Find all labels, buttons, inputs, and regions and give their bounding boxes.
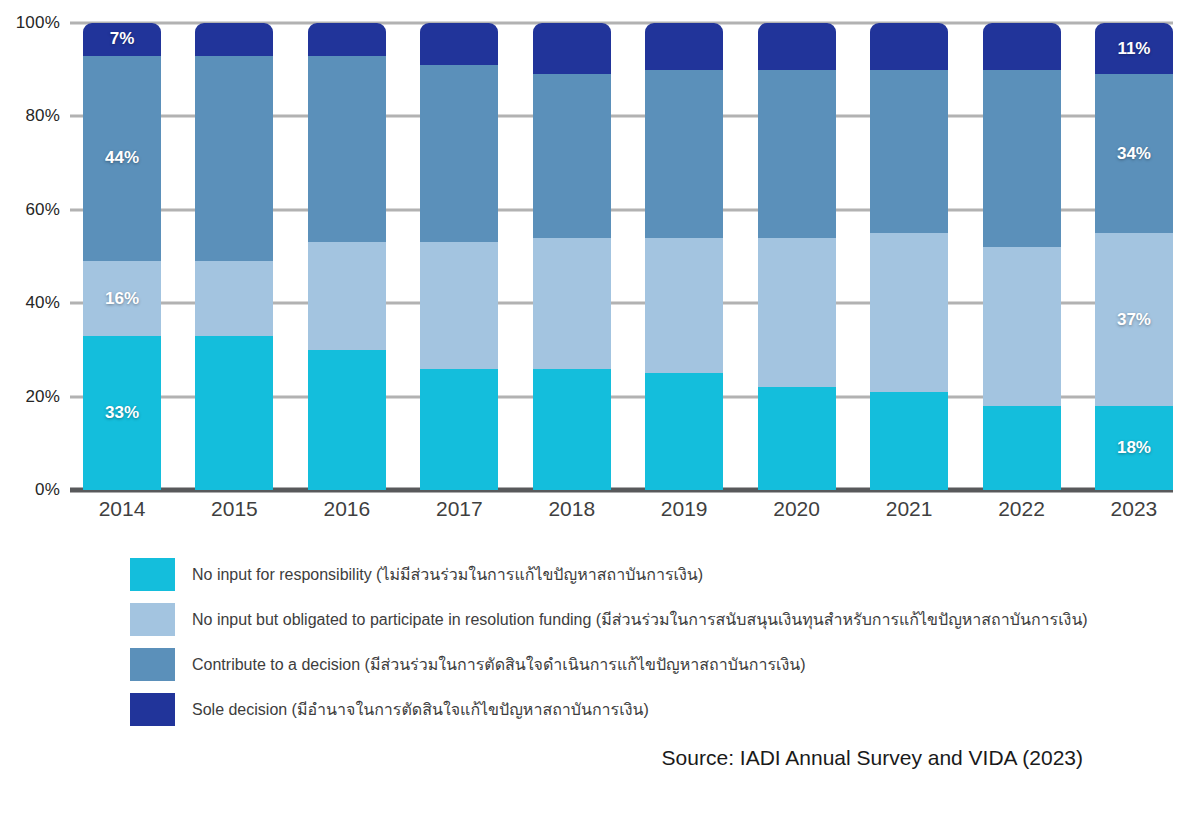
x-axis-label: 2023: [1095, 497, 1173, 521]
x-axis-label: 2021: [870, 497, 948, 521]
bar-segment: [195, 261, 273, 336]
plot-bars: 7% 44% 16% 33% 11% 34% 37% 18%: [70, 23, 1173, 490]
bar-segment: [533, 23, 611, 74]
segment-label: 7%: [110, 29, 135, 49]
bar-2014: 7% 44% 16% 33%: [83, 23, 161, 490]
x-axis-label: 2018: [533, 497, 611, 521]
bar-segment: [870, 392, 948, 490]
segment-label: 11%: [1117, 39, 1150, 59]
bar-2018: [533, 23, 611, 490]
y-axis-tick-label: 40%: [25, 293, 60, 313]
legend: No input for responsibility (ไม่มีส่วนร่…: [130, 557, 1088, 737]
bar-segment: [420, 23, 498, 65]
bar-segment: 44%: [83, 56, 161, 261]
segment-label: 18%: [1117, 438, 1151, 458]
legend-label: Sole decision (มีอำนาจในการตัดสินใจแก้ไข…: [192, 697, 649, 722]
legend-swatch: [130, 648, 175, 681]
bar-segment: [308, 350, 386, 490]
legend-label: No input but obligated to participate in…: [192, 607, 1088, 632]
bar-segment: [983, 406, 1061, 490]
bar-segment: 11%: [1095, 23, 1173, 74]
bar-segment: [983, 23, 1061, 70]
legend-swatch: [130, 693, 175, 726]
bar-segment: [758, 238, 836, 387]
bar-segment: [645, 23, 723, 70]
bar-segment: [420, 65, 498, 242]
segment-label: 37%: [1117, 310, 1151, 330]
bar-segment: [533, 74, 611, 237]
bar-segment: [983, 70, 1061, 247]
bar-segment: [758, 387, 836, 490]
legend-item: Sole decision (มีอำนาจในการตัดสินใจแก้ไข…: [130, 692, 1088, 726]
bar-segment: [195, 56, 273, 261]
x-axis-label: 2016: [308, 497, 386, 521]
y-axis: 100%80%60%40%20%0%: [0, 23, 60, 490]
legend-swatch: [130, 558, 175, 591]
bar-segment: [533, 238, 611, 369]
legend-swatch: [130, 603, 175, 636]
segment-label: 44%: [105, 148, 139, 168]
bar-segment: [758, 23, 836, 70]
bar-segment: 18%: [1095, 406, 1173, 490]
source-note: Source: IADI Annual Survey and VIDA (202…: [662, 746, 1083, 770]
legend-item: No input but obligated to participate in…: [130, 602, 1088, 636]
bar-segment: [533, 369, 611, 490]
legend-label: Contribute to a decision (มีส่วนร่วมในกา…: [192, 652, 806, 677]
bar-2016: [308, 23, 386, 490]
bar-2019: [645, 23, 723, 490]
bar-segment: [758, 70, 836, 238]
x-axis-label: 2014: [83, 497, 161, 521]
bar-segment: [870, 233, 948, 392]
legend-item: No input for responsibility (ไม่มีส่วนร่…: [130, 557, 1088, 591]
y-axis-tick-label: 100%: [16, 13, 60, 33]
legend-label: No input for responsibility (ไม่มีส่วนร่…: [192, 562, 703, 587]
bar-segment: [308, 56, 386, 243]
bar-segment: [983, 247, 1061, 406]
bar-2017: [420, 23, 498, 490]
bar-segment: [420, 369, 498, 490]
x-axis-label: 2022: [983, 497, 1061, 521]
bar-segment: [870, 70, 948, 233]
bar-segment: [420, 242, 498, 368]
segment-label: 16%: [105, 289, 139, 309]
bar-segment: [195, 336, 273, 490]
bar-segment: [645, 238, 723, 373]
y-axis-tick-label: 60%: [25, 200, 60, 220]
bar-segment: [870, 23, 948, 70]
segment-label: 34%: [1117, 144, 1151, 164]
x-axis: 2014 2015 2016 2017 2018 2019 2020 2021 2022 2023: [70, 497, 1173, 521]
y-axis-tick-label: 80%: [25, 106, 60, 126]
x-axis-label: 2019: [645, 497, 723, 521]
bar-segment: 37%: [1095, 233, 1173, 406]
chart-canvas: 100%80%60%40%20%0% 7%44%16%33%11%34%37%1…: [0, 0, 1200, 821]
bar-2020: [758, 23, 836, 490]
x-axis-label: 2015: [195, 497, 273, 521]
bar-2015: [195, 23, 273, 490]
x-axis-label: 2017: [420, 497, 498, 521]
bar-segment: 34%: [1095, 74, 1173, 233]
bar-segment: [195, 23, 273, 56]
segment-label: 33%: [105, 403, 139, 423]
bar-2022: [983, 23, 1061, 490]
bar-segment: [645, 373, 723, 490]
bar-segment: 33%: [83, 336, 161, 490]
x-axis-label: 2020: [758, 497, 836, 521]
legend-item: Contribute to a decision (มีส่วนร่วมในกา…: [130, 647, 1088, 681]
bar-segment: 7%: [83, 23, 161, 56]
bar-2021: [870, 23, 948, 490]
bar-segment: 16%: [83, 261, 161, 336]
bar-segment: [308, 23, 386, 56]
bar-segment: [308, 242, 386, 349]
bar-segment: [645, 70, 723, 238]
y-axis-tick-label: 20%: [25, 387, 60, 407]
y-axis-tick-label: 0%: [35, 480, 60, 500]
bar-2023: 11% 34% 37% 18%: [1095, 23, 1173, 490]
plot-area: 7% 44% 16% 33% 11% 34% 37% 18%: [70, 23, 1173, 490]
